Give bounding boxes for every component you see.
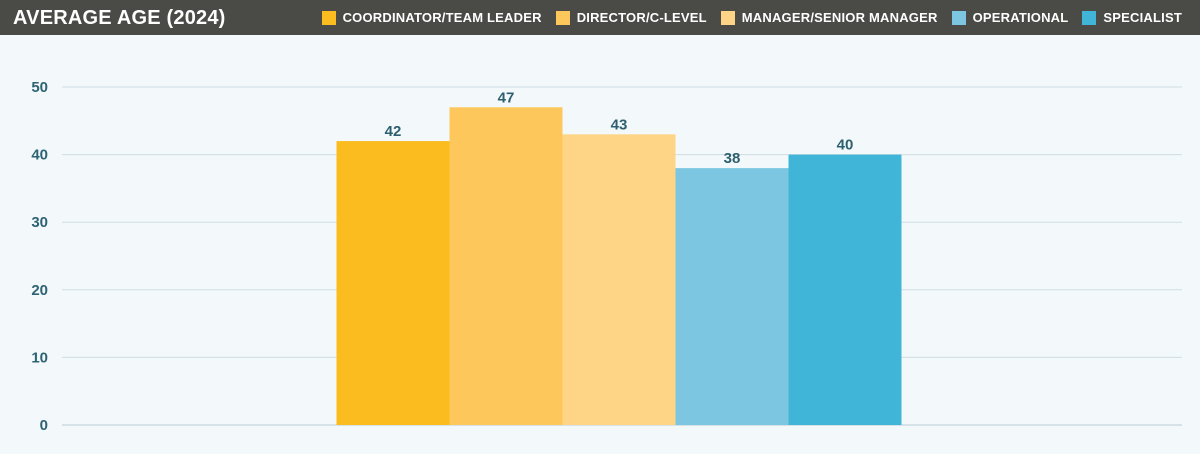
- legend-item: COORDINATOR/TEAM LEADER: [321, 10, 542, 25]
- legend-swatch: [555, 10, 570, 25]
- legend-item: OPERATIONAL: [951, 10, 1069, 25]
- data-label: 42: [385, 123, 402, 140]
- chart-title: AVERAGE AGE (2024): [13, 7, 226, 29]
- data-label: 47: [498, 89, 515, 106]
- bar: [788, 154, 902, 425]
- legend-label: COORDINATOR/TEAM LEADER: [342, 10, 542, 25]
- legend-swatch: [720, 10, 735, 25]
- legend-swatch: [1082, 10, 1097, 25]
- bar: [449, 107, 563, 425]
- chart-header: AVERAGE AGE (2024) COORDINATOR/TEAM LEAD…: [0, 0, 1200, 35]
- data-label: 43: [611, 116, 628, 133]
- y-tick-label: 0: [40, 417, 48, 434]
- legend-label: MANAGER/SENIOR MANAGER: [741, 10, 938, 25]
- legend-swatch: [321, 10, 336, 25]
- data-label: 40: [837, 137, 854, 154]
- bar: [675, 168, 789, 425]
- legend-item: SPECIALIST: [1082, 10, 1182, 25]
- legend-label: DIRECTOR/C-LEVEL: [576, 10, 707, 25]
- chart-legend: COORDINATOR/TEAM LEADER DIRECTOR/C-LEVEL M…: [321, 0, 1182, 35]
- legend-label: OPERATIONAL: [972, 10, 1069, 25]
- bar: [336, 141, 450, 425]
- legend-item: MANAGER/SENIOR MANAGER: [720, 10, 938, 25]
- y-tick-label: 50: [31, 79, 48, 96]
- legend-swatch: [951, 10, 966, 25]
- bar: [562, 134, 676, 425]
- legend-item: DIRECTOR/C-LEVEL: [555, 10, 707, 25]
- legend-label: SPECIALIST: [1103, 10, 1182, 25]
- y-tick-label: 10: [31, 349, 48, 366]
- y-tick-label: 30: [31, 214, 48, 231]
- y-tick-label: 20: [31, 282, 48, 299]
- bar-chart: 0 10 20 30 40 50 42 47 43 38 40: [31, 79, 1182, 434]
- y-tick-label: 40: [31, 147, 48, 164]
- data-label: 38: [724, 150, 741, 167]
